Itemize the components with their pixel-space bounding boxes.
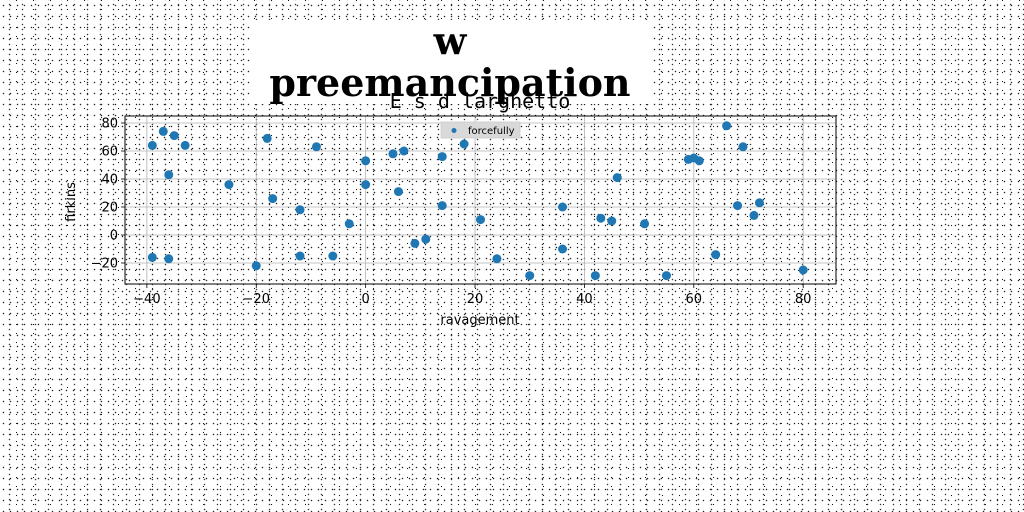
data-point <box>733 201 743 211</box>
data-point <box>558 244 568 254</box>
x-tick-label: 80 <box>795 292 812 307</box>
x-tick-label: 60 <box>686 292 703 307</box>
data-point <box>558 202 568 212</box>
data-point <box>722 121 732 131</box>
y-tick-label: 40 <box>101 173 118 188</box>
data-point <box>328 251 338 261</box>
data-point <box>164 170 174 180</box>
x-tick-label: −20 <box>243 292 270 307</box>
data-point <box>596 213 606 223</box>
y-tick-label: 0 <box>110 229 118 244</box>
data-point <box>661 271 671 281</box>
chart-title: E s d larghetto <box>390 89 571 113</box>
data-point <box>437 152 447 162</box>
grid-lines <box>125 116 836 284</box>
x-tick-label: 0 <box>362 292 370 307</box>
data-point <box>590 271 600 281</box>
data-point <box>640 219 650 229</box>
x-tick-label: −40 <box>133 292 160 307</box>
y-tick-label: 80 <box>101 117 118 132</box>
y-tick-label: −20 <box>91 257 118 272</box>
data-point <box>295 205 305 215</box>
legend-box <box>440 121 521 139</box>
legend: forcefully <box>440 121 521 139</box>
data-point <box>749 210 759 220</box>
data-point <box>492 254 502 264</box>
legend-label: forcefully <box>468 126 515 137</box>
data-point <box>147 140 157 150</box>
x-tick-label: 40 <box>576 292 593 307</box>
y-tick-label: 20 <box>101 201 118 216</box>
data-point <box>393 187 403 197</box>
data-point <box>459 139 469 149</box>
data-point <box>224 180 234 190</box>
data-point <box>164 254 174 264</box>
data-point <box>437 201 447 211</box>
data-point <box>361 156 371 166</box>
data-point <box>421 234 431 244</box>
data-point <box>158 126 168 136</box>
data-point <box>361 180 371 190</box>
data-point <box>268 194 278 204</box>
data-point <box>410 238 420 248</box>
x-axis-label: ravagement <box>440 313 519 328</box>
x-tick-label: 20 <box>467 292 484 307</box>
data-point <box>754 198 764 208</box>
data-point <box>251 261 261 271</box>
data-points <box>147 121 808 281</box>
data-point <box>295 251 305 261</box>
y-axis-label: firkins <box>64 182 79 222</box>
figure-title: w preemancipation <box>250 20 650 104</box>
data-point <box>180 140 190 150</box>
data-point <box>399 146 409 156</box>
legend-marker <box>451 128 457 133</box>
data-point <box>262 133 272 143</box>
data-point <box>344 219 354 229</box>
data-point <box>169 131 179 141</box>
y-tick-label: 60 <box>101 145 118 160</box>
data-point <box>738 142 748 152</box>
axis-ticks: −40 −20 0 20 40 60 80 −20 0 20 40 60 80 <box>91 117 812 308</box>
data-point <box>607 216 617 226</box>
data-point <box>798 265 808 275</box>
data-point <box>311 142 321 152</box>
data-point <box>612 173 622 183</box>
data-point <box>694 156 704 166</box>
data-point <box>388 149 398 159</box>
data-point <box>147 252 157 262</box>
data-point <box>711 250 721 260</box>
plot-area <box>124 115 837 285</box>
data-point <box>476 215 485 225</box>
data-point <box>525 271 535 281</box>
